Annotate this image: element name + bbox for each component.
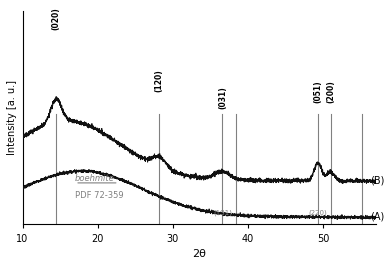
- Text: (200): (200): [326, 80, 335, 103]
- Text: (220): (220): [309, 209, 327, 216]
- Text: (051): (051): [314, 80, 323, 103]
- Text: (131): (131): [213, 209, 232, 216]
- Text: (B): (B): [370, 176, 384, 186]
- Text: PDF 72-359: PDF 72-359: [75, 192, 124, 200]
- Text: boehmite: boehmite: [75, 174, 115, 183]
- Text: (020): (020): [52, 8, 61, 30]
- Text: (A): (A): [370, 211, 384, 221]
- Y-axis label: Intensity [a. u.]: Intensity [a. u.]: [7, 80, 17, 155]
- Text: (120): (120): [155, 69, 164, 92]
- Text: (031): (031): [218, 87, 227, 109]
- X-axis label: 2θ: 2θ: [192, 249, 206, 259]
